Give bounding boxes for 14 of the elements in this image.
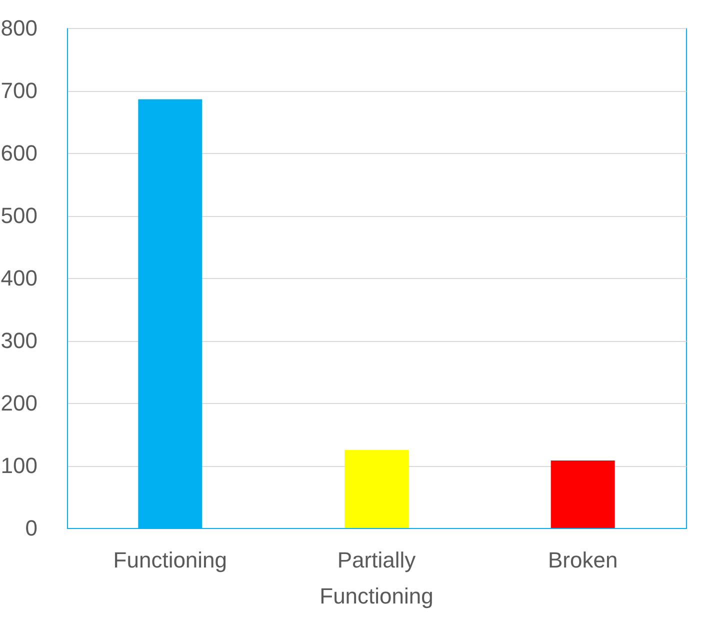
x-tick-label: Partially Functioning [320, 548, 434, 608]
x-tick-label: Functioning [113, 548, 228, 572]
y-tick-label: 800 [0, 16, 38, 40]
x-tick-label: Broken [548, 548, 618, 572]
y-tick-label: 200 [0, 390, 38, 416]
y-tick-label: 600 [0, 140, 38, 166]
y-tick-label: 100 [0, 453, 38, 478]
y-tick-label: 500 [0, 203, 38, 228]
y-tick-label: 0 [25, 516, 38, 540]
y-tick-label: 400 [0, 266, 38, 290]
bar [344, 450, 408, 528]
y-tick-label: 300 [0, 328, 38, 353]
bar [550, 460, 615, 528]
y-tick-label: 700 [0, 78, 38, 103]
